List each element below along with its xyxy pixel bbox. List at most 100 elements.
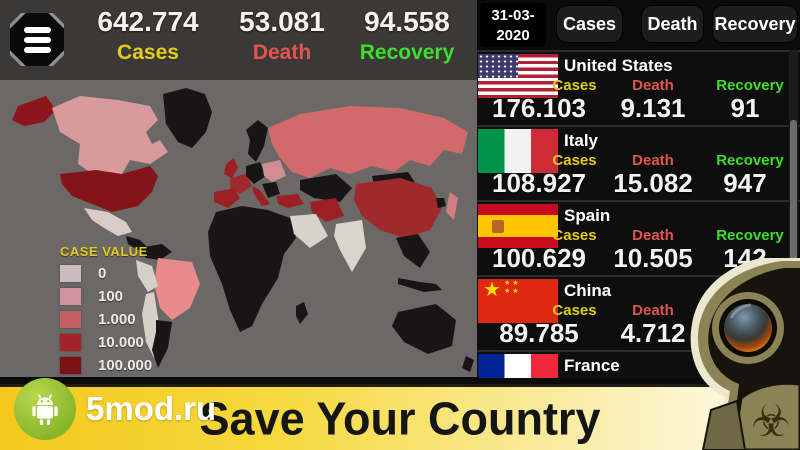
map-country-iran[interactable] [310,198,344,222]
map-country-russia[interactable] [268,106,468,178]
map-country-germany[interactable] [246,162,266,184]
recovery-value: 91 [730,93,760,123]
map-legend: CASE VALUE 0 100 1.000 10.000 100.000 [60,244,190,377]
world-map[interactable]: CASE VALUE 0 100 1.000 10.000 100.000 [0,80,477,377]
global-recovery-label: Recovery [359,41,455,64]
cases-value: 89.785 [499,318,579,348]
map-region-scandinavia[interactable] [246,120,268,162]
legend-label: 10.000 [98,334,144,351]
death-column-label: Death [632,302,674,319]
map-country-alaska[interactable] [12,96,56,126]
legend-swatch [60,265,81,282]
legend-swatch [60,311,81,328]
map-country-argentina[interactable] [152,320,172,368]
map-country-turkey[interactable] [276,194,304,208]
italy-flag-icon [478,129,558,173]
date-line2: 2020 [496,27,530,44]
country-name: Italy [564,131,599,150]
global-recovery-value: 94.558 [364,6,450,37]
cases-value: 176.103 [492,93,586,123]
country-name: Spain [564,206,611,225]
legend-swatch [60,334,81,351]
menu-button[interactable] [10,13,64,66]
legend-label: 100 [98,288,124,305]
map-country-madagascar[interactable] [296,302,308,324]
map-country-uk[interactable] [224,158,238,178]
map-country-peru[interactable] [136,260,158,292]
cases-value: 100.629 [492,243,586,273]
country-row-china[interactable]: China Cases Death 89.785 4.712 [477,277,800,352]
map-region-central-america[interactable] [126,236,148,250]
map-country-greenland[interactable] [163,88,212,148]
tab-cases[interactable]: Cases [557,6,622,42]
map-country-mexico[interactable] [84,208,132,236]
map-country-spain[interactable] [214,188,240,208]
death-column-label: Death [632,77,674,94]
recovery-column-label: Recovery [716,152,784,169]
map-country-china[interactable] [354,178,442,238]
android-icon [14,378,76,440]
country-row-united-states[interactable]: United States Cases Death Recovery 176.1… [477,52,800,127]
map-country-brazil[interactable] [154,258,200,320]
global-recovery-stat: 94.558 Recovery [342,6,472,65]
france-flag-icon [478,354,558,378]
map-country-india[interactable] [334,220,366,272]
watermark-text: 5mod.ru [86,390,217,427]
map-country-japan[interactable] [446,192,458,220]
country-row-france[interactable]: France [477,352,800,378]
recovery-column-label: Recovery [716,227,784,244]
map-country-korea[interactable] [436,198,446,208]
recovery-value: 142 [723,243,767,273]
map-region-central-asia[interactable] [300,174,352,202]
tab-death[interactable]: Death [642,6,703,42]
legend-row: 100 [60,288,190,305]
tab-recovery[interactable]: Recovery [713,6,797,42]
global-cases-value: 642.774 [97,6,199,37]
map-country-new-zealand[interactable] [462,356,474,372]
legend-row: 0 [60,265,190,282]
cases-column-label: Cases [552,302,597,319]
spain-flag-icon [478,204,558,248]
cases-column-label: Cases [552,152,597,169]
map-country-australia[interactable] [392,304,456,354]
map-region-balkans[interactable] [262,182,280,198]
recovery-column-label: Recovery [716,77,784,94]
map-country-usa[interactable] [60,166,158,212]
legend-label: 100.000 [98,357,153,374]
cases-value: 108.927 [492,168,586,198]
country-name: China [564,281,612,300]
map-region-north-south-america[interactable] [138,244,172,260]
map-country-saudi-arabia[interactable] [290,214,328,248]
legend-swatch [60,357,81,374]
map-region-eastern-europe[interactable] [262,160,286,182]
map-continent-africa[interactable] [208,206,296,332]
map-country-france[interactable] [230,174,252,194]
country-name: France [564,356,620,375]
legend-row: 1.000 [60,311,190,328]
recovery-value: 947 [723,168,767,198]
legend-row: 10.000 [60,334,190,351]
country-row-spain[interactable]: Spain Cases Death Recovery 100.629 10.50… [477,202,800,277]
date-line1: 31-03- [491,7,535,24]
death-value: 15.082 [613,168,693,198]
china-flag-icon [478,279,558,323]
map-country-italy[interactable] [252,186,270,206]
legend-swatch [60,288,81,305]
death-value: 10.505 [613,243,693,273]
country-row-italy[interactable]: Italy Cases Death Recovery 108.927 15.08… [477,127,800,202]
map-region-southeast-asia[interactable] [396,234,430,268]
global-death-stat: 53.081 Death [217,6,347,65]
map-country-indonesia[interactable] [398,278,442,292]
country-list-panel: 31-03- 2020 Cases Death Recovery United … [477,0,800,378]
death-value: 9.131 [620,93,686,123]
death-column-label: Death [632,227,674,244]
global-cases-stat: 642.774 Cases [83,6,213,65]
scrollbar-thumb[interactable] [790,120,797,282]
legend-title: CASE VALUE [60,244,148,259]
banner-title: Save Your Country [199,391,601,444]
map-country-canada[interactable] [52,96,168,176]
cases-column-label: Cases [552,77,597,94]
ad-banner[interactable]: Save Your Country [0,384,800,450]
death-value: 4.712 [620,318,686,348]
